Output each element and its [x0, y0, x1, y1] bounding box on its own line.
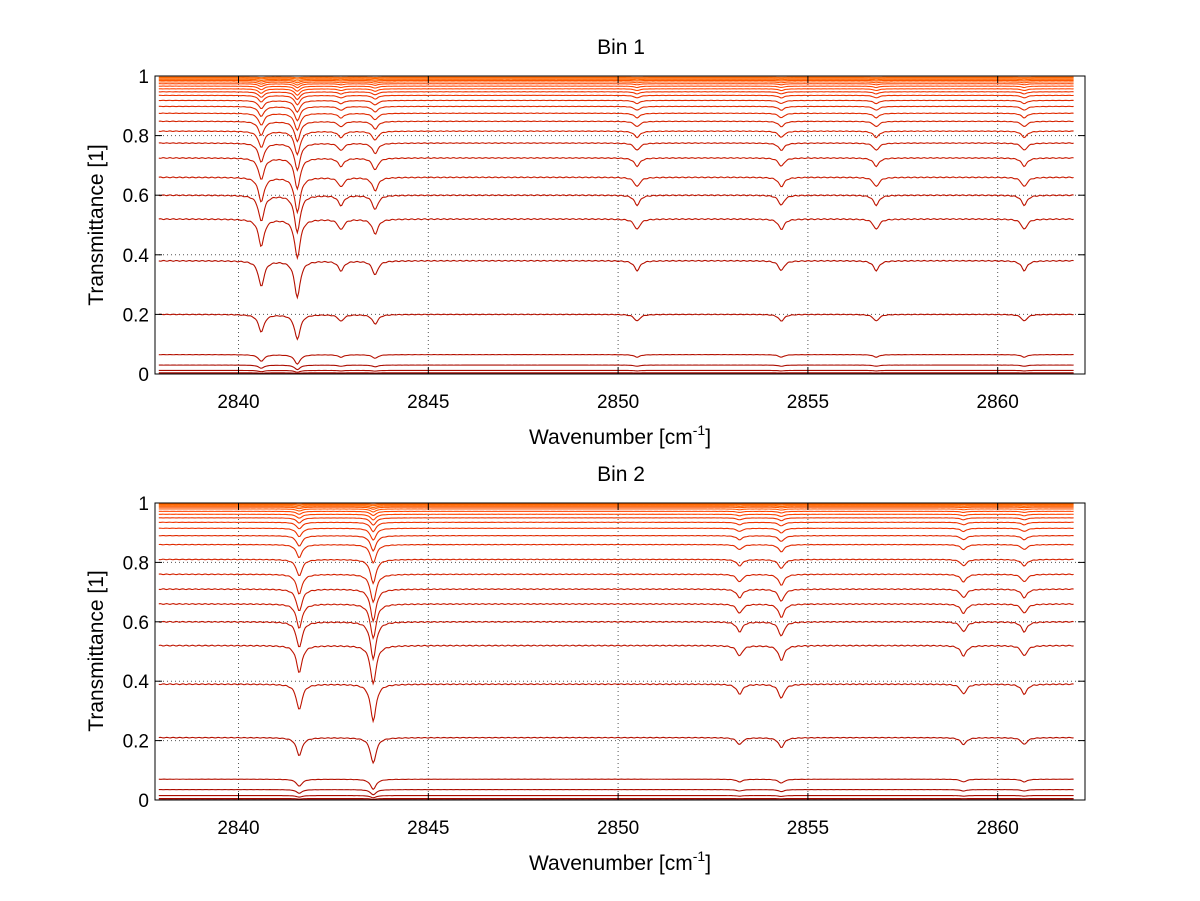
spectrum-line — [158, 313, 1074, 341]
spectrum-line — [158, 504, 1074, 507]
spectrum-line — [158, 194, 1074, 235]
spectrum-line — [158, 794, 1074, 799]
spectrum-line — [158, 527, 1074, 541]
spectrum-line — [158, 603, 1074, 640]
spectrum-line — [158, 77, 1074, 80]
spectrum-line — [158, 94, 1074, 106]
x-tick-label: 2845 — [407, 392, 449, 413]
grid — [155, 502, 1085, 801]
x-tick-label: 2840 — [217, 818, 259, 839]
spectrum-line — [158, 112, 1074, 132]
spectrum-line — [158, 521, 1074, 533]
y-axis-label: Transmittance [1] — [85, 570, 108, 731]
spectrum-line — [158, 736, 1074, 765]
chart-panel-bin-1: Bin 1 2840 2845 2850 2855 2860 0 0.2 0.4 0.6 0.8 1… — [85, 36, 1086, 449]
spectrum-line — [158, 534, 1074, 552]
spectrum-line — [158, 78, 1074, 82]
x-tick-label: 2860 — [977, 818, 1019, 839]
y-tick-label: 0 — [138, 791, 149, 812]
x-axis-label: Wavenumber [cm-1] — [529, 422, 711, 449]
spectrum-line — [158, 120, 1074, 143]
axis-ticks: 2840 2845 2850 2855 2860 0 0.2 0.4 0.6 0.8 1 — [123, 494, 1085, 839]
spectrum-line — [158, 218, 1074, 261]
spectrum-line — [158, 778, 1074, 791]
y-axis-label: Transmittance [1] — [85, 144, 108, 305]
spectrum-line — [158, 353, 1074, 365]
spectrum-line — [158, 369, 1074, 373]
spectrum-line — [158, 76, 1074, 79]
spectrum-line — [158, 105, 1074, 122]
spectrum-line — [158, 364, 1074, 371]
series-group — [158, 76, 1074, 375]
y-tick-label: 0.2 — [123, 305, 149, 326]
plot-frame — [154, 502, 1086, 801]
series-group — [158, 503, 1074, 801]
y-tick-label: 0.4 — [123, 672, 150, 693]
x-tick-label: 2860 — [977, 392, 1019, 413]
spectrum-line — [158, 513, 1074, 521]
spectrum-line — [158, 510, 1074, 517]
y-tick-label: 0.4 — [123, 246, 150, 267]
spectrum-line — [158, 81, 1074, 86]
spectrum-line — [158, 79, 1074, 84]
spectrum-line — [158, 142, 1074, 172]
y-tick-label: 0.8 — [123, 127, 149, 148]
spectrum-line — [158, 517, 1074, 526]
y-tick-label: 0.6 — [123, 613, 149, 634]
spectrum-line — [158, 508, 1074, 513]
x-tick-label: 2850 — [597, 818, 639, 839]
spectrum-line — [158, 372, 1074, 374]
y-tick-label: 0 — [138, 365, 149, 386]
spectrum-line — [158, 88, 1074, 96]
spectrum-line — [158, 176, 1074, 215]
spectrum-line — [158, 558, 1074, 585]
y-tick-label: 0.8 — [123, 553, 149, 574]
y-tick-label: 1 — [138, 494, 149, 515]
spectrum-line — [158, 788, 1074, 796]
spectrum-line — [158, 85, 1074, 92]
x-tick-label: 2845 — [407, 818, 449, 839]
x-tick-label: 2840 — [217, 392, 259, 413]
y-tick-label: 0.6 — [123, 186, 149, 207]
plot-frame — [154, 75, 1086, 375]
x-axis-label: Wavenumber [cm-1] — [529, 848, 711, 875]
x-tick-label: 2855 — [787, 818, 829, 839]
spectrum-line — [158, 620, 1074, 662]
spectrum-line — [158, 99, 1074, 113]
chart-title: Bin 1 — [597, 36, 645, 59]
spectrum-line — [158, 573, 1074, 604]
spectrum-line — [158, 259, 1074, 300]
spectrum-line — [158, 543, 1074, 565]
y-tick-label: 0.2 — [123, 732, 149, 753]
spectrum-line — [158, 506, 1074, 510]
spectrum-line — [158, 91, 1074, 101]
x-tick-label: 2855 — [787, 392, 829, 413]
spectrum-line — [158, 505, 1074, 509]
spectrum-line — [158, 157, 1074, 191]
chart-panel-bin-2: Bin 2 2840 2845 2850 2855 2860 0 0.2 0.4 0.6 0.8 1… — [85, 463, 1086, 875]
axis-ticks: 2840 2845 2850 2855 2860 0 0.2 0.4 0.6 0.8 1 — [123, 67, 1085, 413]
y-tick-label: 1 — [138, 67, 149, 88]
chart-title: Bin 2 — [597, 463, 645, 486]
spectrum-line — [158, 644, 1074, 686]
spectrum-line — [158, 130, 1074, 156]
spectrum-line — [158, 83, 1074, 89]
spectrum-line — [158, 797, 1074, 800]
x-tick-label: 2850 — [597, 392, 639, 413]
spectrum-line — [158, 683, 1074, 724]
spectrum-line — [158, 588, 1074, 624]
